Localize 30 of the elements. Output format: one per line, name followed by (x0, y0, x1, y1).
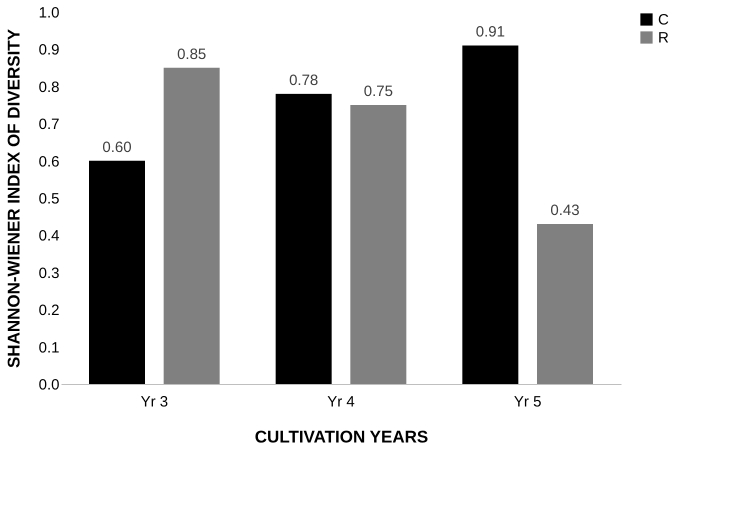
data-label: 0.60 (102, 138, 132, 156)
y-axis-title: SHANNON-WIENER INDEX OF DIVERSITY (4, 28, 24, 368)
x-tick-label: Yr 3 (140, 394, 168, 410)
bar (350, 105, 406, 384)
x-tick-label: Yr 5 (514, 394, 542, 410)
y-tick-label: 0.2 (38, 302, 60, 320)
y-tick-label: 1.0 (38, 4, 60, 22)
data-label: 0.43 (550, 202, 580, 220)
data-label: 0.85 (177, 46, 206, 63)
y-tick-label: 0.3 (38, 264, 60, 282)
y-tick-label: 0.8 (38, 78, 60, 96)
y-tick-label: 0.9 (38, 42, 60, 59)
x-axis-title: CULTIVATION YEARS (254, 428, 428, 446)
y-tick-label: 0.7 (38, 116, 60, 134)
legend-label: R (658, 30, 669, 46)
data-label: 0.75 (364, 83, 393, 100)
y-tick-label: 0.6 (38, 153, 60, 170)
bar (537, 224, 593, 384)
bar (276, 94, 332, 384)
bar (89, 160, 145, 384)
y-tick-label: 0.0 (38, 376, 60, 394)
y-tick-label: 0.4 (38, 228, 60, 245)
legend-label: C (658, 12, 669, 28)
data-label: 0.78 (289, 72, 318, 89)
y-tick-label: 0.1 (38, 339, 60, 356)
bar (462, 45, 518, 384)
bar (164, 68, 220, 384)
y-tick-label: 0.5 (38, 190, 60, 208)
data-label: 0.91 (476, 23, 505, 40)
x-tick-label: Yr 4 (327, 394, 355, 410)
